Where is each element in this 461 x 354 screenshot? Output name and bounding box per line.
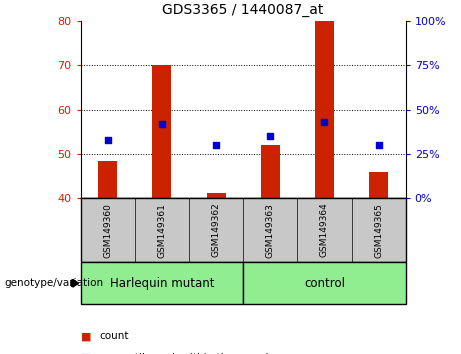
Text: ■: ■	[81, 331, 91, 341]
Point	[266, 133, 274, 139]
Text: GSM149360: GSM149360	[103, 202, 112, 258]
Bar	[369, 172, 388, 198]
Point	[104, 137, 112, 143]
Point	[213, 142, 220, 148]
FancyArrow shape	[71, 279, 78, 287]
Point	[321, 119, 328, 125]
Bar	[207, 193, 225, 198]
Text: GSM149363: GSM149363	[266, 202, 275, 258]
Point	[375, 142, 382, 148]
Text: percentile rank within the sample: percentile rank within the sample	[99, 353, 275, 354]
Text: ■: ■	[81, 353, 91, 354]
Title: GDS3365 / 1440087_at: GDS3365 / 1440087_at	[162, 4, 324, 17]
Text: control: control	[304, 277, 345, 290]
Text: GSM149361: GSM149361	[157, 202, 166, 258]
Text: GSM149365: GSM149365	[374, 202, 383, 258]
Bar	[315, 21, 334, 198]
Text: GSM149362: GSM149362	[212, 203, 221, 257]
Bar	[261, 145, 280, 198]
Bar	[81, 262, 243, 304]
Bar	[153, 65, 171, 198]
Text: GSM149364: GSM149364	[320, 203, 329, 257]
Bar	[98, 161, 117, 198]
Text: genotype/variation: genotype/variation	[5, 278, 104, 288]
Point	[158, 121, 165, 127]
Text: Harlequin mutant: Harlequin mutant	[110, 277, 214, 290]
Text: count: count	[99, 331, 129, 341]
Bar	[243, 262, 406, 304]
